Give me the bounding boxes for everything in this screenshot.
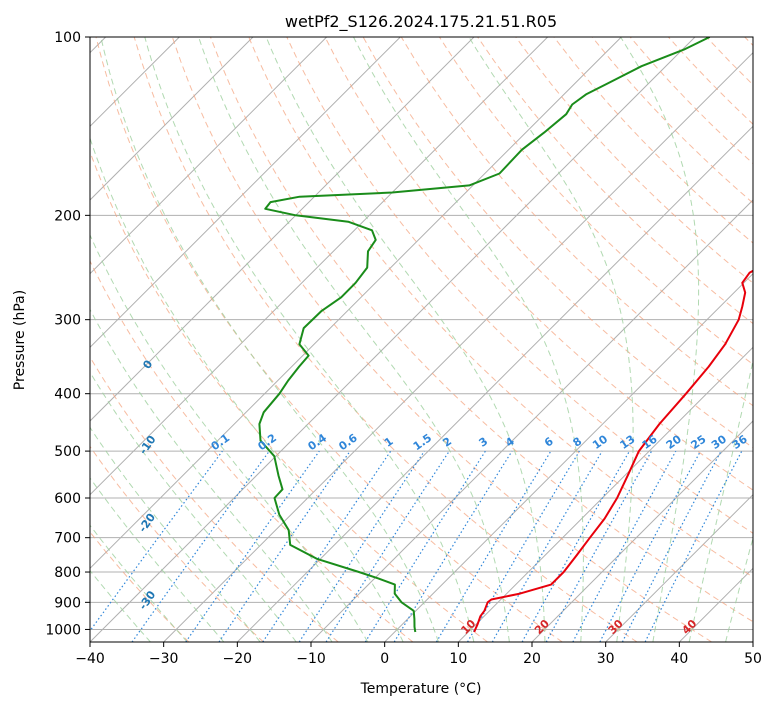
x-tick-label: 30	[597, 651, 615, 667]
isotherm-line	[605, 493, 753, 642]
dry-adiabat-line	[210, 37, 753, 623]
mixing-ratio-lines	[90, 450, 743, 642]
y-tick-label: 300	[54, 313, 81, 329]
y-tick-label: 700	[54, 531, 81, 547]
moist-adiabat-line	[265, 37, 546, 642]
moist-adiabat-line	[90, 233, 369, 642]
moist-adiabat-line	[100, 37, 439, 642]
plot-background	[90, 37, 753, 642]
y-tick-label: 500	[54, 444, 81, 460]
x-tick-label: −30	[149, 651, 179, 667]
y-axis-ticks: 100 200 300 400 500 600 700 800 900 1000	[45, 30, 90, 638]
dry-adiabat-line	[515, 37, 753, 284]
mixing-ratio-line	[521, 450, 631, 642]
x-axis-ticks: −40 −30 −20 −10 0 10 20 30 40 50	[75, 642, 762, 667]
sounding-traces	[258, 37, 753, 633]
dry-adiabat-line	[90, 356, 339, 642]
x-axis-title: Temperature (°C)	[360, 681, 482, 697]
mixing-ratio-line	[131, 450, 270, 642]
y-tick-label: 600	[54, 491, 81, 507]
mixing-ratio-line	[325, 450, 450, 642]
dry-adiabat-line	[95, 37, 563, 642]
dry-adiabat-line	[324, 37, 753, 491]
y-tick-label: 900	[54, 595, 81, 611]
plot-grid	[90, 37, 753, 642]
y-tick-label: 200	[54, 208, 81, 224]
x-tick-label: −10	[296, 651, 326, 667]
dry-adiabat-line	[133, 37, 638, 642]
x-tick-label: −40	[75, 651, 105, 667]
isotherm-line	[90, 37, 696, 642]
moist-adiabat-line	[725, 536, 753, 642]
plot-frame	[89, 36, 754, 643]
moist-adiabat-line	[353, 37, 584, 642]
y-tick-label: 1000	[45, 622, 81, 638]
x-tick-label: 0	[380, 651, 389, 667]
x-tick-label: 50	[744, 651, 762, 667]
moist-adiabat-line	[90, 308, 333, 642]
moist-adiabat-line	[90, 524, 188, 642]
moist-adiabat-line	[90, 569, 151, 642]
x-tick-label: 20	[523, 651, 541, 667]
moist-adiabat-line	[90, 426, 261, 642]
isotherm-line	[457, 346, 753, 642]
isotherm-line	[90, 37, 254, 201]
y-tick-label: 800	[54, 565, 81, 581]
moist-adiabat-line	[688, 358, 753, 642]
y-tick-label: 400	[54, 387, 81, 403]
isotherm-line	[90, 37, 401, 349]
dry-adiabat-line	[90, 445, 264, 642]
temperature-trace	[473, 269, 753, 633]
y-tick-label: 100	[54, 30, 81, 46]
dewpoint-trace	[258, 37, 711, 633]
mixing-ratio-line	[90, 450, 223, 632]
isotherm-line	[236, 125, 753, 642]
moist-adiabat-line	[620, 37, 700, 642]
chart-title: wetPf2_S126.2024.175.21.51.R05	[285, 12, 557, 32]
isotherm-line	[90, 37, 475, 422]
x-tick-label: 40	[670, 651, 688, 667]
mixing-ratio-line	[545, 450, 653, 642]
isotherm-line	[90, 37, 549, 496]
dry-adiabat-line	[171, 37, 712, 642]
moist-adiabats	[90, 37, 753, 642]
y-axis-title: Pressure (hPa)	[12, 290, 28, 390]
x-tick-label: 10	[449, 651, 467, 667]
mixing-ratio-line	[572, 450, 677, 642]
mixing-ratio-line	[262, 450, 392, 642]
mixing-ratio-line	[298, 450, 425, 642]
mixing-ratio-line	[218, 450, 351, 642]
dry-adiabat-line	[286, 37, 753, 534]
mixing-ratio-line	[644, 450, 743, 642]
isotherm-line	[90, 37, 622, 570]
isotherm-line	[163, 51, 753, 642]
isotherm-line	[752, 641, 753, 642]
isotherm-line	[90, 37, 328, 275]
isotherm-line	[384, 272, 753, 642]
mixing-ratio-line	[393, 450, 513, 642]
moist-adiabat-line	[90, 136, 404, 642]
moist-adiabat-line	[90, 477, 225, 642]
x-tick-label: −20	[223, 651, 253, 667]
isotherm-line	[531, 420, 753, 642]
moist-adiabat-line	[198, 37, 510, 642]
moist-adiabat-line	[144, 37, 475, 642]
dry-adiabat-line	[90, 259, 414, 642]
mixing-ratio-line	[185, 450, 320, 642]
moist-adiabat-line	[90, 371, 297, 642]
